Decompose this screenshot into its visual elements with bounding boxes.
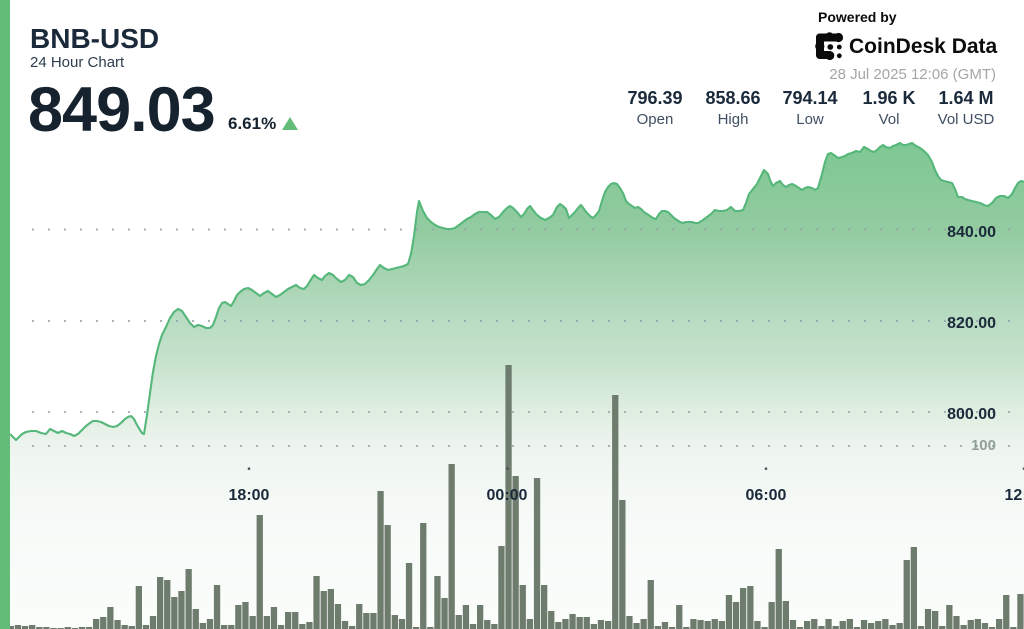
svg-text:800.00: 800.00 <box>947 406 996 423</box>
svg-text:06:00: 06:00 <box>746 487 787 504</box>
svg-text:820.00: 820.00 <box>947 315 996 332</box>
svg-text:100: 100 <box>971 437 996 454</box>
svg-text:12:00: 12:00 <box>1005 487 1024 504</box>
svg-text:840.00: 840.00 <box>947 224 996 241</box>
svg-text:00:00: 00:00 <box>487 487 528 504</box>
svg-text:18:00: 18:00 <box>229 487 270 504</box>
